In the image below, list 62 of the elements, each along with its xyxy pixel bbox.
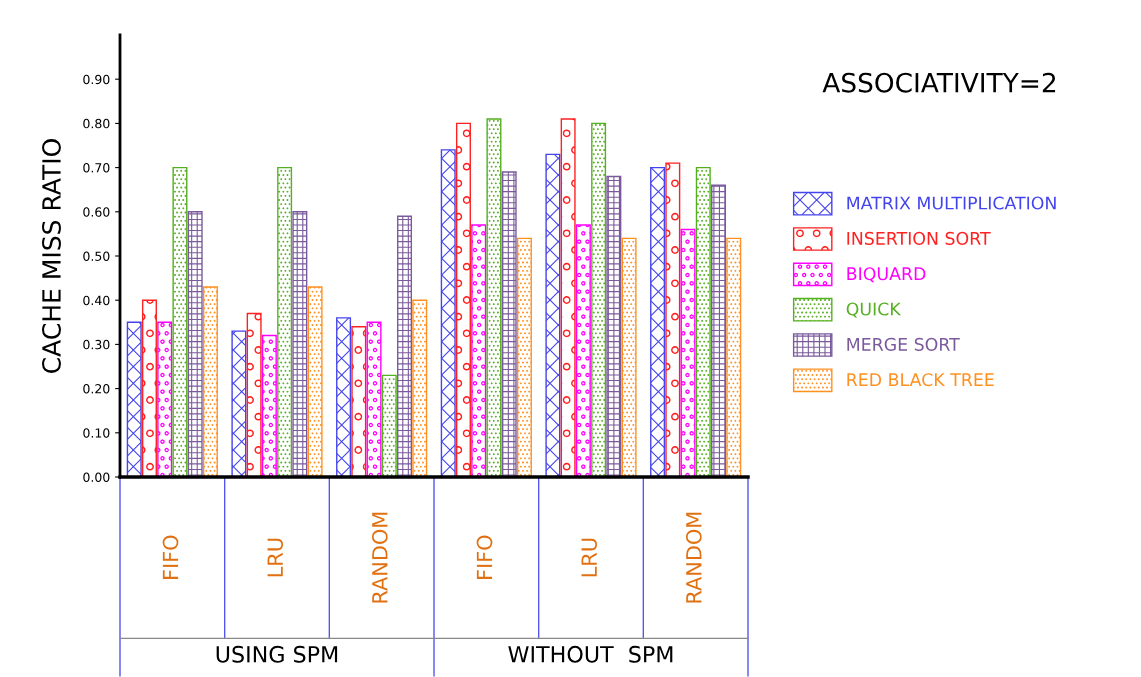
legend-label: RED BLACK TREE xyxy=(847,373,994,387)
y-tick-label: 0.90 xyxy=(83,74,110,85)
legend-label: BIQUARD xyxy=(847,267,926,283)
bar xyxy=(440,149,456,477)
bar xyxy=(126,321,142,477)
bar xyxy=(650,166,666,477)
bar xyxy=(501,171,517,477)
y-tick-label: 0.20 xyxy=(83,384,110,394)
x-tick-label: RANDOM xyxy=(371,512,388,603)
x-tick-label: RANDOM xyxy=(685,512,702,603)
bar xyxy=(606,175,622,477)
y-axis-title: CACHE MISS RATIO xyxy=(42,139,61,373)
y-tick-label: 0.10 xyxy=(83,428,110,438)
bar xyxy=(471,224,487,477)
bar xyxy=(455,122,471,477)
bar xyxy=(516,237,532,477)
x-tick-label: FIFO xyxy=(476,535,493,579)
legend-label: QUICK xyxy=(846,302,902,318)
text: WITHOUT SPM xyxy=(508,645,673,663)
bar xyxy=(711,184,727,477)
bar xyxy=(397,215,413,477)
bar xyxy=(307,286,323,477)
bar xyxy=(157,321,173,477)
legend-label: MERGE SORT xyxy=(847,337,960,351)
bar xyxy=(381,374,397,477)
x-tick-label: LRU xyxy=(267,538,284,577)
bar xyxy=(351,326,367,477)
bar xyxy=(141,299,157,477)
bar xyxy=(202,286,218,477)
legend-label: MATRIX MULTIPLICATION xyxy=(847,196,1056,210)
bar xyxy=(412,299,428,477)
y-tick-label: 0.60 xyxy=(83,207,110,217)
bar xyxy=(621,237,637,477)
bar xyxy=(366,321,382,477)
bar xyxy=(231,330,247,477)
y-tick-label: 0.50 xyxy=(83,251,110,261)
bar xyxy=(545,153,561,477)
bar xyxy=(261,334,277,477)
y-tick-label: 0.40 xyxy=(83,295,110,306)
text: USING SPM xyxy=(216,645,338,663)
y-tick-label: 0.70 xyxy=(83,163,110,173)
y-tick-label: 0.00 xyxy=(83,472,110,482)
y-tick-label: 0.80 xyxy=(83,118,110,129)
bar xyxy=(560,118,576,477)
bar xyxy=(172,166,188,477)
bar xyxy=(575,224,591,477)
bar xyxy=(246,312,262,477)
bar xyxy=(277,166,293,477)
text: ASSOCIATIVITY=2 xyxy=(822,72,1056,93)
x-tick-label: FIFO xyxy=(162,535,179,579)
bar xyxy=(486,118,502,477)
bar xyxy=(292,211,308,477)
bar xyxy=(680,228,696,477)
x-tick-label: LRU xyxy=(581,538,598,577)
bar xyxy=(695,166,711,477)
y-tick-label: 0.30 xyxy=(83,339,110,350)
bar xyxy=(336,317,352,477)
bar xyxy=(665,162,681,477)
bar xyxy=(591,122,607,477)
legend-label: INSERTION SORT xyxy=(847,231,991,245)
bar xyxy=(187,211,203,477)
bar xyxy=(726,237,742,477)
